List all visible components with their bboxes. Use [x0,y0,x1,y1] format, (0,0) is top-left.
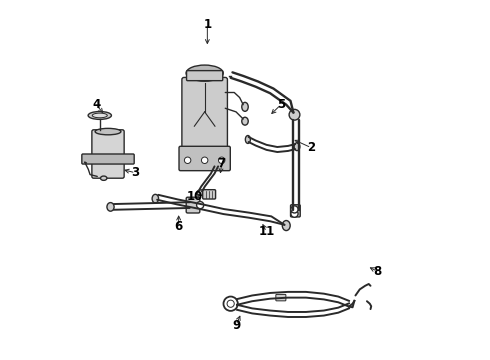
FancyBboxPatch shape [276,294,286,301]
FancyBboxPatch shape [187,71,223,81]
Text: 7: 7 [218,157,226,170]
Ellipse shape [197,190,206,195]
Ellipse shape [245,135,250,143]
Ellipse shape [242,117,248,125]
Circle shape [201,157,208,163]
Ellipse shape [289,109,300,120]
FancyBboxPatch shape [82,154,134,164]
Ellipse shape [107,203,114,211]
FancyBboxPatch shape [182,77,227,153]
Text: 9: 9 [232,319,240,332]
FancyBboxPatch shape [203,190,216,199]
Circle shape [219,157,225,163]
Ellipse shape [294,143,300,150]
Circle shape [184,157,191,163]
Text: 11: 11 [258,225,274,238]
FancyBboxPatch shape [92,130,124,178]
Text: 5: 5 [277,98,285,111]
Text: 4: 4 [92,98,100,111]
FancyBboxPatch shape [179,146,230,171]
Circle shape [291,206,298,213]
Ellipse shape [152,194,159,203]
Text: 2: 2 [307,141,316,154]
Text: 8: 8 [373,265,382,278]
Ellipse shape [242,102,248,111]
Circle shape [196,202,204,209]
Ellipse shape [92,113,107,118]
Text: 10: 10 [187,190,203,203]
Ellipse shape [186,65,223,81]
Ellipse shape [282,221,290,230]
Circle shape [291,210,298,217]
Text: 3: 3 [131,166,140,179]
Ellipse shape [88,112,111,120]
FancyBboxPatch shape [186,197,200,213]
FancyBboxPatch shape [291,205,300,217]
Text: 6: 6 [174,220,183,233]
Ellipse shape [95,129,121,135]
Ellipse shape [100,176,107,180]
Text: 1: 1 [203,18,211,31]
